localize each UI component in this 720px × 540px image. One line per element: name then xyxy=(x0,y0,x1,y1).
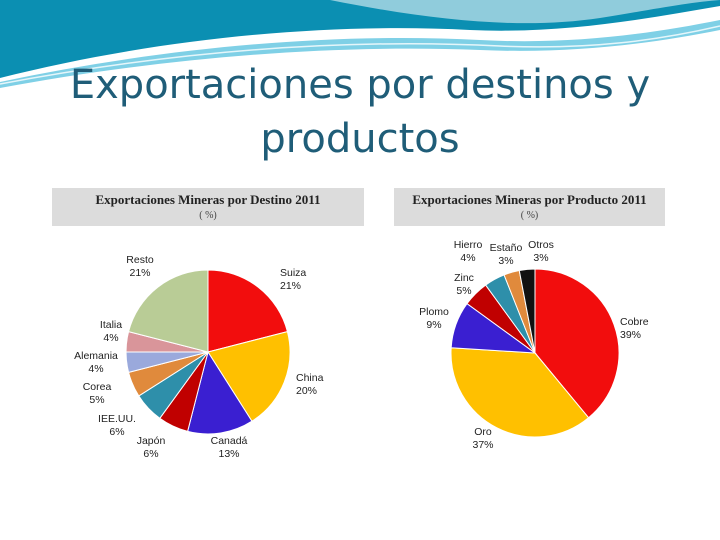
slice-label-name: IEE.UU. xyxy=(98,413,136,425)
destination-pie-chart: Suiza 21%China 20%Canadá 13%Japón 6%IEE.UU. 6… xyxy=(74,254,323,460)
pie-slice-oro xyxy=(450,347,590,438)
slice-label-name: Zinc xyxy=(454,272,474,284)
slice-label-percent: 5% xyxy=(456,285,471,297)
slice-label-percent: 4% xyxy=(460,252,475,264)
slice-label-resto: Resto 21% xyxy=(126,254,154,279)
slide-title: Exportaciones por destinos y productos xyxy=(0,58,720,166)
slice-label-name: Japón xyxy=(137,435,166,447)
destination-chart-title: Exportaciones Mineras por Destino 2011 xyxy=(95,192,321,207)
slice-label-suiza: Suiza 21% xyxy=(280,267,306,292)
slice-label-corea: Corea 5% xyxy=(83,381,112,406)
slice-label-alemania: Alemania 4% xyxy=(74,350,118,375)
slice-label-percent: 4% xyxy=(88,363,103,375)
pie-slice-canada xyxy=(187,350,253,435)
slice-label-percent: 3% xyxy=(533,252,548,264)
slice-label-estano: Estaño 3% xyxy=(490,242,523,267)
slice-label-hierro: Hierro 4% xyxy=(454,239,483,264)
slice-label-percent: 21% xyxy=(280,280,301,292)
slice-label-italia: Italia 4% xyxy=(100,319,122,344)
pie-slice-cobre xyxy=(534,268,620,419)
slice-label-zinc: Zinc 5% xyxy=(454,272,474,297)
destination-chart-subtitle: ( %) xyxy=(199,210,217,221)
slice-label-percent: 4% xyxy=(103,332,118,344)
slice-label-percent: 13% xyxy=(218,448,239,460)
slice-label-name: China xyxy=(296,372,324,384)
slice-label-percent: 3% xyxy=(498,255,513,267)
slice-label-name: Resto xyxy=(126,254,154,266)
slice-label-name: Canadá xyxy=(211,435,248,447)
slide-title-line1: Exportaciones por destinos y xyxy=(69,62,651,108)
slice-label-name: Estaño xyxy=(490,242,523,254)
product-chart-subtitle: ( %) xyxy=(520,210,539,221)
slice-label-plomo: Plomo 9% xyxy=(419,306,449,331)
slice-label-name: Italia xyxy=(100,319,122,331)
slide-title-line2: productos xyxy=(260,116,460,162)
slice-label-percent: 37% xyxy=(472,439,493,451)
slice-label-otros: Otros 3% xyxy=(528,239,554,264)
slice-label-percent: 39% xyxy=(620,329,641,341)
slice-label-name: Alemania xyxy=(74,350,118,362)
pie-slice-otros xyxy=(518,268,536,354)
slice-label-name: Hierro xyxy=(454,239,483,251)
slice-label-percent: 6% xyxy=(143,448,158,460)
product-chart-header: Exportaciones Mineras por Producto 2011 … xyxy=(394,188,665,226)
pie-slice-china xyxy=(207,331,291,422)
slice-label-name: Otros xyxy=(528,239,554,251)
destination-chart-header: Exportaciones Mineras por Destino 2011 (… xyxy=(52,188,364,226)
slice-label-japon: Japón 6% xyxy=(137,435,166,460)
slice-label-name: Suiza xyxy=(280,267,306,279)
slice-label-name: Plomo xyxy=(419,306,449,318)
slice-label-oro: Oro 37% xyxy=(472,426,493,451)
slice-label-percent: 5% xyxy=(89,394,104,406)
slice-label-percent: 21% xyxy=(129,267,150,279)
slice-label-percent: 20% xyxy=(296,385,317,397)
slice-label-name: Cobre xyxy=(620,316,649,328)
product-pie-chart: Cobre 39%Oro 37%Plomo 9%Zinc 5%Hierro 4%Estañ… xyxy=(419,239,649,451)
pie-slice-suiza xyxy=(207,269,289,353)
slice-label-percent: 6% xyxy=(109,426,124,438)
slice-label-name: Oro xyxy=(474,426,492,438)
slice-label-percent: 9% xyxy=(426,319,441,331)
product-chart-title: Exportaciones Mineras por Producto 2011 xyxy=(412,192,647,207)
slice-label-cobre: Cobre 39% xyxy=(620,316,649,341)
slice-label-canada: Canadá 13% xyxy=(211,435,248,460)
pie-slice-resto xyxy=(127,269,209,353)
slice-label-china: China 20% xyxy=(296,372,324,397)
slice-label-name: Corea xyxy=(83,381,112,393)
slice-label-iee-uu: IEE.UU. 6% xyxy=(98,413,136,438)
header-wave-decoration xyxy=(0,0,720,88)
